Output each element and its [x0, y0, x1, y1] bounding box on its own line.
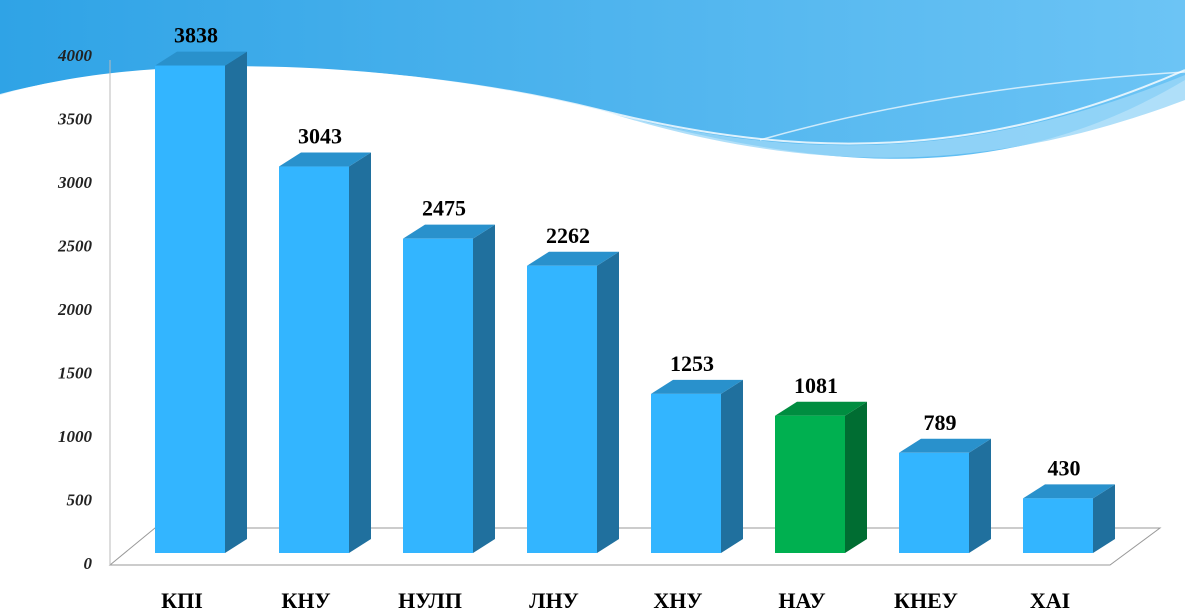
x-tick-label: КПІ: [161, 588, 203, 613]
x-tick-label: КНЕУ: [894, 588, 958, 613]
bar: [403, 224, 495, 554]
bar-front: [279, 166, 349, 553]
bar-side: [721, 379, 743, 553]
bar-top: [775, 401, 867, 416]
x-tick-label: ЛНУ: [529, 588, 579, 613]
y-tick-label: 3000: [57, 173, 93, 192]
value-label: 430: [1048, 455, 1081, 480]
bar-side: [473, 224, 495, 554]
y-tick-label: 0: [84, 554, 93, 573]
x-tick-label: НАУ: [778, 588, 825, 613]
bar-top: [403, 224, 495, 239]
bar-front: [651, 393, 721, 553]
y-tick-label: 4000: [57, 46, 93, 65]
value-label: 3043: [298, 124, 342, 149]
y-tick-label: 1500: [58, 363, 93, 382]
floor: [108, 527, 1162, 566]
bar-top: [899, 438, 991, 453]
bar: [527, 251, 619, 553]
y-tick-label: 2500: [57, 236, 93, 255]
bar: [1023, 484, 1115, 553]
y-tick-label: 1000: [58, 427, 93, 446]
value-label: 789: [924, 410, 957, 435]
bar-side: [1093, 484, 1115, 553]
bar-front: [403, 238, 473, 554]
value-label: 1253: [670, 351, 714, 376]
value-label: 2475: [422, 196, 466, 221]
bar: [899, 438, 991, 553]
bar-front: [527, 265, 597, 553]
bar-front: [899, 452, 969, 553]
x-tick-label: ХАІ: [1030, 588, 1070, 613]
y-tick-label: 2000: [57, 300, 93, 319]
x-tick-label: КНУ: [281, 588, 330, 613]
value-label: 2262: [546, 223, 590, 248]
bar: [155, 51, 247, 553]
bar-top: [279, 152, 371, 167]
x-tick-label: ХНУ: [653, 588, 702, 613]
bar: [279, 152, 371, 553]
bar-front: [155, 65, 225, 553]
bar: [775, 401, 867, 553]
y-tick-label: 500: [67, 490, 93, 509]
value-label: 3838: [174, 23, 218, 48]
value-label: 1081: [794, 373, 838, 398]
bar-top: [1023, 484, 1115, 499]
bar-side: [225, 51, 247, 553]
bar-side: [969, 438, 991, 553]
bar-side: [597, 251, 619, 553]
bar-side: [349, 152, 371, 553]
x-tick-label: НУЛП: [398, 588, 462, 613]
bar-side: [845, 401, 867, 553]
bar-top: [155, 51, 247, 66]
bar-front: [1023, 498, 1093, 553]
bar-top: [527, 251, 619, 266]
bar-top: [651, 379, 743, 394]
bar: [651, 379, 743, 553]
bar-front: [775, 415, 845, 553]
y-tick-label: 3500: [57, 109, 93, 128]
